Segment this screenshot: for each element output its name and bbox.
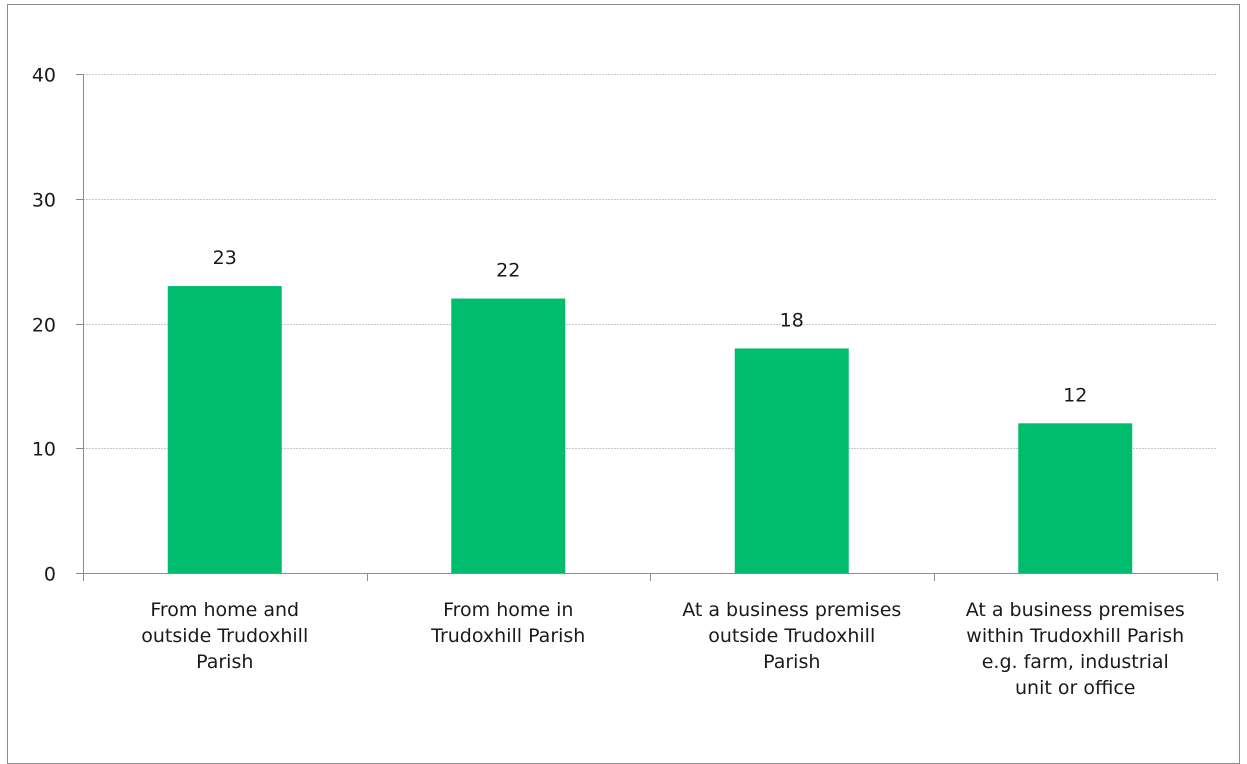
category-label-line: unit or office	[1015, 677, 1135, 699]
category-label-line: e.g. farm, industrial	[982, 651, 1169, 673]
y-axis-tick-labels: 0 10 20 30 40	[32, 65, 56, 586]
category-label-line: Parish	[196, 651, 253, 673]
data-labels: 23 22 18 12	[213, 247, 1088, 406]
y-tick-label: 40	[32, 65, 56, 87]
category-label-line: within Trudoxhill Parish	[966, 625, 1184, 647]
bar	[451, 298, 566, 573]
category-label-line: outside Trudoxhill	[141, 625, 308, 647]
category-label-line: From home in	[443, 599, 573, 621]
category-label: From home in Trudoxhill Parish	[430, 599, 585, 647]
category-label: At a business premises outside Trudoxhill…	[682, 599, 901, 673]
bar	[167, 286, 282, 573]
y-tick-label: 10	[32, 439, 56, 461]
category-label-line: outside Trudoxhill	[708, 625, 875, 647]
category-label-line: Trudoxhill Parish	[430, 625, 585, 647]
category-label: At a business premises within Trudoxhill …	[966, 599, 1185, 699]
category-label-line: At a business premises	[682, 599, 901, 621]
bar	[1018, 423, 1133, 573]
y-tick-label: 20	[32, 315, 56, 337]
bars	[167, 286, 1133, 573]
bar	[734, 348, 849, 573]
category-label-line: Parish	[763, 651, 820, 673]
axes	[83, 74, 1218, 581]
category-labels: From home and outside Trudoxhill ParishFro…	[141, 599, 1185, 699]
data-label: 12	[1063, 384, 1087, 406]
data-label: 23	[213, 247, 237, 269]
category-label-line: At a business premises	[966, 599, 1185, 621]
data-label: 18	[780, 309, 804, 331]
y-tick-label: 30	[32, 190, 56, 212]
data-label: 22	[496, 260, 520, 282]
category-label: From home and outside Trudoxhill Parish	[141, 599, 308, 673]
y-tick-label: 0	[44, 564, 56, 586]
category-label-line: From home and	[150, 599, 299, 621]
